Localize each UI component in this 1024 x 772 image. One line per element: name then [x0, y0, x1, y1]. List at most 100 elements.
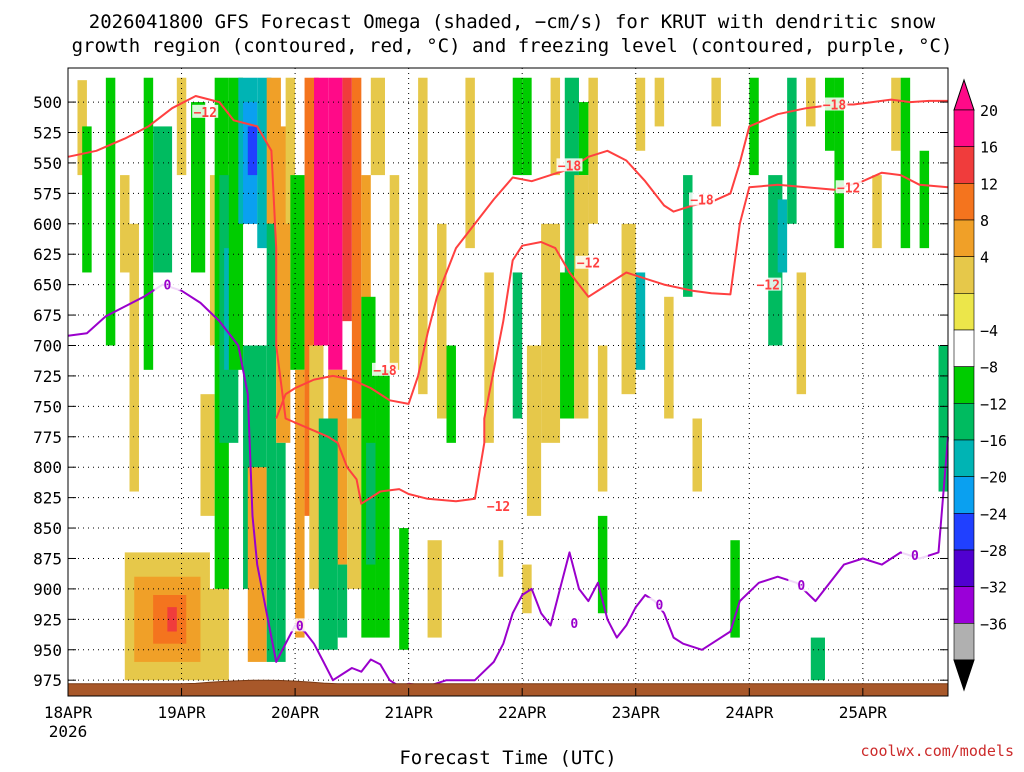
omega-cell-69 — [597, 345, 608, 492]
omega-cell-60 — [526, 345, 542, 516]
omega-cell-53 — [427, 540, 442, 638]
contour-label-0-e: 0 — [788, 578, 815, 594]
y-tick-label-18: 950 — [33, 641, 62, 660]
colorbar-swatch-1 — [953, 146, 975, 184]
y-tick-label-3: 575 — [33, 184, 62, 203]
chart-title-line-2: growth region (contoured, red, °C) and f… — [72, 35, 953, 57]
omega-cell-86 — [810, 637, 825, 681]
contour-label-0-d-text: 0 — [655, 599, 663, 614]
y-tick-label-17: 925 — [33, 610, 62, 629]
omega-cell-42 — [347, 418, 362, 589]
contour-label-m18-b-text: −18 — [690, 193, 714, 208]
omega-cell-50 — [418, 77, 428, 395]
omega-cell-59 — [522, 77, 532, 176]
omega-cell-52 — [446, 345, 456, 443]
x-tick-label-3: 21APR — [385, 703, 434, 722]
x-tick-label-4: 22APR — [498, 703, 547, 722]
contour-label-m18-c-text: −18 — [373, 364, 397, 379]
contour-label-m18-a-text: −18 — [558, 159, 582, 174]
colorbar-label-4: 4 — [980, 249, 989, 267]
omega-cell-82 — [777, 199, 788, 273]
omega-cell-62 — [541, 223, 561, 443]
x-tick-label-5: 23APR — [612, 703, 661, 722]
chart-title-line-1: 2026041800 GFS Forecast Omega (shaded, −… — [89, 11, 936, 33]
omega-cell-58 — [512, 272, 523, 419]
plot-frame — [67, 67, 949, 697]
omega-cell-43 — [318, 418, 338, 650]
omega-cell-22 — [247, 126, 258, 176]
omega-cell-90 — [891, 77, 901, 151]
colorbar-label-12: −32 — [980, 579, 1007, 597]
y-tick-label-8: 700 — [33, 336, 62, 355]
y-tick-label-9: 725 — [33, 367, 62, 386]
x-tick-label-0: 18APR — [44, 703, 93, 722]
contour-label-m18-c-bg — [371, 362, 398, 376]
colorbar-label-8: −16 — [980, 432, 1007, 450]
omega-cell-30 — [285, 77, 296, 224]
y-tick-label-2: 550 — [33, 154, 62, 173]
omega-cell-73 — [635, 77, 646, 151]
colorbar-swatch-11 — [953, 513, 975, 551]
y-tick-label-0: 500 — [33, 93, 62, 112]
omega-cell-47 — [375, 369, 390, 638]
colorbar-swatch-8 — [953, 403, 975, 441]
contour-label-m12-a-bg — [192, 104, 219, 118]
omega-cell-14 — [167, 607, 177, 632]
omega-cell-87 — [824, 77, 835, 151]
contour-label-m12-e-bg — [835, 180, 862, 194]
omega-cell-1 — [82, 126, 92, 273]
y-tick-label-11: 775 — [33, 428, 62, 447]
omega-cell-6 — [153, 126, 173, 273]
y-tick-label-14: 850 — [33, 519, 62, 538]
omega-cell-71 — [621, 223, 636, 395]
contour-label-0-d-bg — [646, 597, 673, 611]
omega-cell-51 — [437, 223, 447, 419]
omega-cell-8 — [191, 102, 206, 273]
omega-cell-2 — [105, 77, 116, 346]
contour-label-m12-d-bg — [485, 499, 512, 513]
contour-label-m12-c: −12 — [755, 277, 782, 294]
colorbar-label-1: 16 — [980, 139, 998, 157]
colorbar-swatch-0 — [953, 109, 975, 147]
contour-label-0-b-bg — [286, 618, 313, 632]
colorbar-label-7: −12 — [980, 395, 1007, 413]
omega-cell-4 — [129, 223, 139, 492]
x-axis-label: Forecast Time (UTC) — [399, 747, 616, 768]
contour-label-0-a-bg — [154, 277, 181, 291]
contour-label-0-f-text: 0 — [911, 549, 919, 564]
omega-cell-40 — [370, 77, 385, 176]
contour-label-0-c-bg — [561, 615, 588, 629]
x-tick-sublabel-0: 2026 — [49, 722, 88, 741]
ground-surface — [67, 679, 949, 697]
omega-cell-44 — [337, 564, 348, 638]
omega-cell-85 — [806, 77, 816, 127]
y-tick-label-6: 650 — [33, 276, 62, 295]
colorbar-swatch-14 — [953, 623, 975, 661]
omega-cell-66 — [578, 102, 589, 176]
contour-label-0-f-bg — [901, 547, 928, 561]
credit-text: coolwx.com/models — [860, 742, 1014, 760]
contours: −12 −12 −12 −12 −12 −18 −18 −18 −18 0 0 0 0 0 0 — [67, 95, 949, 688]
contour-label-m18-d-bg — [821, 97, 848, 111]
colorbar-swatch-3 — [953, 219, 975, 257]
contour-label-m12-b-bg — [575, 255, 602, 269]
contour-label-m12-d: −12 — [485, 499, 512, 515]
contour-label-m12-a-text: −12 — [193, 106, 216, 121]
omega-cell-3 — [120, 175, 130, 273]
omega-cell-61 — [522, 564, 532, 614]
colorbar-label-9: −20 — [980, 469, 1007, 487]
omega-cell-35 — [314, 77, 329, 346]
omega-cell-89 — [872, 175, 882, 249]
omega-cell-0 — [77, 80, 87, 176]
omega-cell-67 — [574, 175, 589, 419]
omega-cell-77 — [692, 418, 702, 492]
contour-label-0-a-text: 0 — [163, 279, 171, 294]
omega-cell-83 — [787, 77, 797, 224]
omega-cell-55 — [484, 272, 494, 443]
omega-cell-74 — [654, 77, 665, 127]
omega-cell-37 — [342, 77, 352, 322]
contour-label-0-c-text: 0 — [570, 617, 578, 632]
omega-cell-79 — [730, 540, 740, 638]
